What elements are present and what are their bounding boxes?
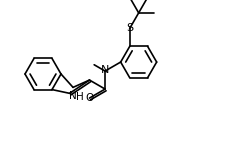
Text: N: N	[69, 91, 77, 101]
Text: S: S	[126, 23, 133, 34]
Text: N: N	[101, 65, 109, 75]
Text: H: H	[76, 92, 84, 102]
Text: O: O	[85, 93, 94, 103]
